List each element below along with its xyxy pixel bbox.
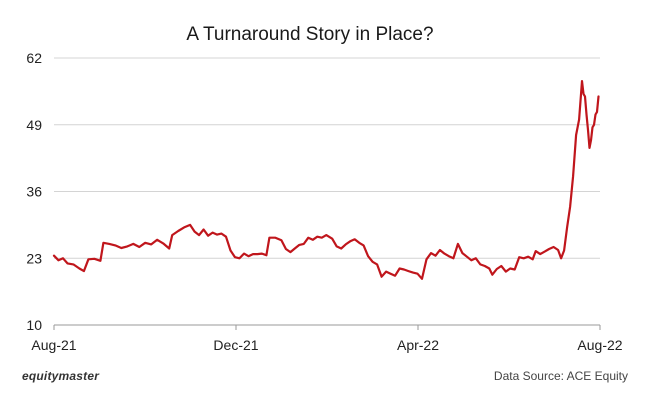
y-tick-label: 23 <box>26 250 42 266</box>
x-axis: Aug-21 Dec-21 Apr-22 Aug-22 <box>31 324 623 353</box>
y-tick-label: 49 <box>26 117 42 133</box>
series-line <box>52 80 600 280</box>
x-tick-label: Aug-21 <box>31 337 76 353</box>
x-tick-label: Aug-22 <box>577 337 622 353</box>
chart-title: A Turnaround Story in Place? <box>186 24 433 45</box>
y-tick-label: 62 <box>26 50 42 66</box>
data-source-note: Data Source: ACE Equity <box>494 369 628 383</box>
brand-logo-text: equitymaster <box>22 369 100 383</box>
y-tick-label: 10 <box>26 317 42 333</box>
gridlines <box>54 57 600 326</box>
y-tick-label: 36 <box>26 184 42 200</box>
x-tick-label: Dec-21 <box>213 337 258 353</box>
series-group <box>52 80 600 280</box>
y-axis-ticks: 62 49 36 23 10 <box>26 50 42 333</box>
x-tick-label: Apr-22 <box>397 337 439 353</box>
